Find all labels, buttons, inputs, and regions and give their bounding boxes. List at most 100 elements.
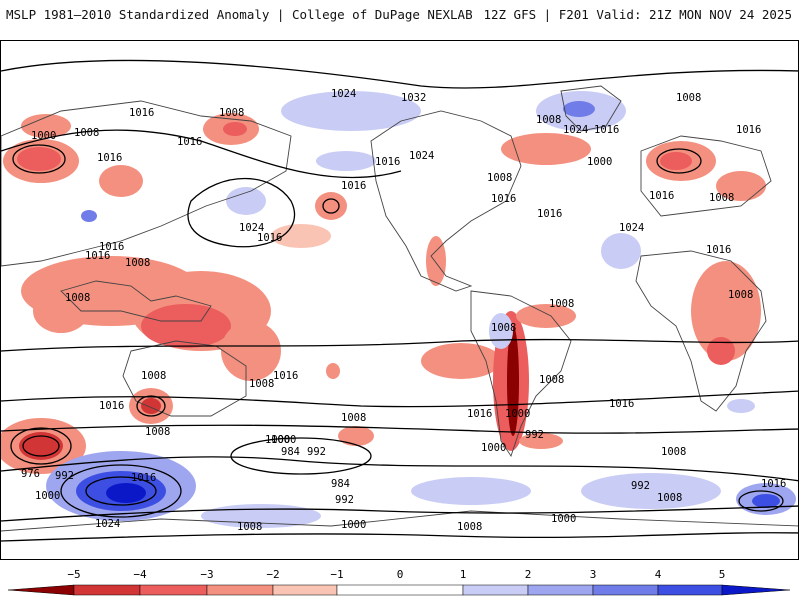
isobar-label: 1008 [539, 374, 564, 386]
isobar-label: 1016 [649, 190, 674, 202]
africa-outline [635, 250, 767, 412]
anomaly-blob [660, 152, 692, 170]
anomaly-blob [707, 337, 735, 365]
isobar-label: 1016 [85, 250, 110, 262]
isobars [1, 59, 798, 542]
colorbar-arrow-high [721, 584, 791, 596]
isobar-label: 992 [631, 480, 650, 492]
isobar-label: 1000 [551, 513, 576, 525]
isobar-label: 1008 [219, 107, 244, 119]
isobar-line [1, 59, 798, 89]
isobar-label: 992 [55, 470, 74, 482]
isobar-line [22, 435, 60, 457]
isobar-label: 1008 [536, 114, 561, 126]
isobar-line [1, 424, 798, 434]
isobar-label: 1000 [481, 442, 506, 454]
colorbar-ticks: −5 −4 −3 −2 −1 0 1 2 3 4 5 [67, 568, 725, 581]
isobar-label: 1016 [177, 136, 202, 148]
isobar-line [1, 532, 798, 542]
isobar-line [136, 395, 166, 417]
isobar-line [738, 490, 784, 512]
isobar-label: 1016 [609, 398, 634, 410]
anomaly-blob [316, 151, 376, 171]
anomaly-blob [326, 363, 340, 379]
anomaly-blob [226, 187, 266, 215]
isobar-line [85, 476, 157, 506]
indonesia-outline [60, 280, 212, 322]
anomaly-colorbar: −5 −4 −3 −2 −1 0 1 2 3 4 5 [0, 566, 800, 600]
isobar-label: 1008 [65, 292, 90, 304]
isobar-label: 1008 [491, 322, 516, 334]
anomaly-blob [601, 233, 641, 269]
isobar-label: 1016 [375, 156, 400, 168]
isobar-label: 984 [281, 446, 300, 458]
isobar-label: 1000 [271, 434, 296, 446]
isobar-line [322, 198, 340, 214]
continent-outlines [1, 85, 798, 532]
asia-outline [1, 100, 292, 267]
anomaly-blob [411, 477, 531, 505]
header: MSLP 1981–2010 Standardized Anomaly | Co… [0, 0, 800, 30]
colorbar-swatch [272, 584, 338, 596]
isobar-label: 1024 [239, 222, 264, 234]
anomaly-blob [141, 398, 161, 414]
map-panel[interactable]: 1024 1032 1008 1024 1016 1008 1008 1000 … [0, 40, 799, 560]
greenland-outline [560, 85, 622, 132]
isobar-label: 1008 [676, 92, 701, 104]
isobar-label: 1016 [129, 107, 154, 119]
isobar-label: 1008 [341, 412, 366, 424]
colorbar-swatch [462, 584, 529, 596]
anomaly-blob [507, 326, 519, 436]
anomaly-blob [281, 91, 421, 131]
anomaly-blob [752, 494, 780, 508]
isobar-line [12, 144, 66, 174]
isobar-label: 1008 [145, 426, 170, 438]
anomaly-blob [501, 133, 591, 165]
anomaly-blob [106, 483, 146, 503]
anomaly-blob [426, 236, 446, 286]
colorbar-tick-label: 2 [525, 568, 532, 581]
colorbar-swatch [139, 584, 208, 596]
anomaly-blob [223, 122, 247, 136]
isobar-label: 1008 [74, 127, 99, 139]
isobar-line [10, 427, 72, 465]
isobar-label: 1008 [549, 298, 574, 310]
isobar-label: 1016 [594, 124, 619, 136]
anomaly-blob [99, 165, 143, 197]
colorbar-tick-label: 1 [460, 568, 467, 581]
colorbar-swatch [336, 584, 464, 596]
north-america-outline [370, 110, 522, 292]
isobar-label: 1016 [99, 400, 124, 412]
isobar-labels: 1024 1032 1008 1024 1016 1008 1008 1000 … [21, 88, 786, 533]
isobar-label: 1008 [728, 289, 753, 301]
anomaly-blob [17, 147, 61, 171]
colorbar-tick-label: −5 [67, 568, 80, 581]
isobar-line [1, 390, 798, 408]
product-title: MSLP 1981–2010 Standardized Anomaly | Co… [6, 7, 473, 22]
isobar-label: 1000 [341, 519, 366, 531]
anomaly-blob [21, 114, 71, 138]
isobar-line [656, 148, 702, 174]
anomaly-blob [221, 321, 281, 381]
colorbar-tick-label: 5 [719, 568, 726, 581]
anomaly-blob [519, 433, 563, 449]
isobar-label: 1008 [125, 257, 150, 269]
isobar-label: 1008 [661, 446, 686, 458]
isobar-label: 1016 [761, 478, 786, 490]
run-valid-time: 12Z GFS | F201 Valid: 21Z MON NOV 24 202… [483, 7, 792, 22]
colorbar-swatch [527, 584, 594, 596]
colorbar-tick-label: 0 [397, 568, 404, 581]
isobar-label: 1000 [505, 408, 530, 420]
colorbar-tick-label: 4 [655, 568, 662, 581]
anomaly-blob [716, 171, 766, 201]
anomaly-blob [19, 432, 63, 460]
isobar-label: 984 [331, 478, 350, 490]
anomaly-blob [563, 101, 595, 117]
isobar-label: 1008 [249, 378, 274, 390]
isobar-label: 1000 [35, 490, 60, 502]
isobar-label: 1016 [467, 408, 492, 420]
colorbar-swatches [7, 584, 791, 596]
anomaly-blob [81, 210, 97, 222]
anomaly-map: 1024 1032 1008 1024 1016 1008 1008 1000 … [1, 59, 798, 542]
australia-outline [122, 340, 247, 417]
